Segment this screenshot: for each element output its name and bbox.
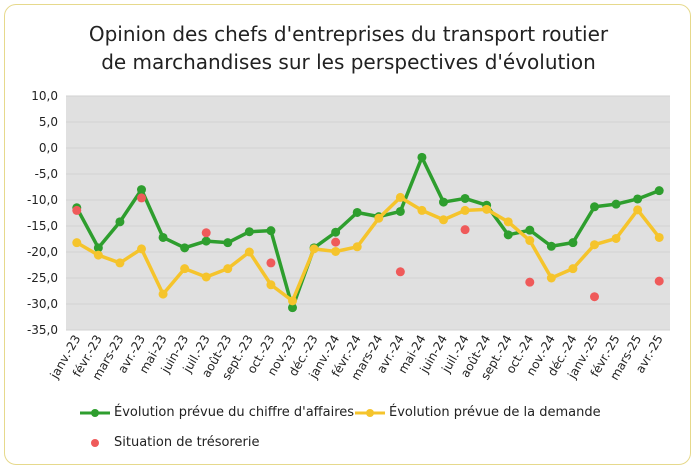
data-point-s2-0 <box>72 205 82 215</box>
data-point-s2-6 <box>201 228 211 238</box>
data-point-s0-21 <box>525 225 535 235</box>
title-line-1: Opinion des chefs d'entreprises du trans… <box>88 22 609 46</box>
y-tick-label: -20,0 <box>27 245 58 259</box>
data-point-s0-18 <box>460 193 470 203</box>
legend-label: Évolution prévue du chiffre d'affaires <box>114 405 355 420</box>
data-point-s1-24 <box>590 240 599 250</box>
data-point-s2-21 <box>525 277 535 287</box>
y-tick-label: -15,0 <box>27 219 58 233</box>
series-line-1 <box>75 195 661 303</box>
data-point-s1-22 <box>546 273 556 283</box>
data-point-s1-23 <box>568 264 578 274</box>
y-tick-label: -30,0 <box>27 297 58 311</box>
data-point-s1-19 <box>482 204 492 214</box>
data-point-s0-27 <box>654 186 664 196</box>
data-point-s1-4 <box>158 289 168 299</box>
y-tick-label: -5,0 <box>35 167 58 181</box>
data-point-s0-26 <box>633 194 643 204</box>
data-point-s1-11 <box>309 244 319 254</box>
legend-item-ca: Évolution prévue du chiffre d'affaires <box>80 405 354 420</box>
legend-item-demande: Évolution prévue de la demande <box>355 405 601 420</box>
data-point-s1-12 <box>331 246 341 256</box>
data-point-s0-23 <box>568 238 578 248</box>
y-tick-label: 5,0 <box>39 115 58 129</box>
data-point-s0-20 <box>503 230 513 240</box>
data-point-s0-6 <box>201 236 211 246</box>
data-point-s1-26 <box>633 205 643 215</box>
data-point-s0-2 <box>115 217 125 227</box>
chart-frame <box>4 4 691 465</box>
data-point-s0-7 <box>223 238 233 248</box>
data-point-s0-13 <box>352 207 362 217</box>
data-point-s1-14 <box>374 213 384 223</box>
data-point-s0-5 <box>180 243 190 253</box>
data-point-s0-25 <box>611 199 621 209</box>
data-point-s1-2 <box>115 258 125 268</box>
series-line-0 <box>75 155 660 310</box>
data-point-s0-8 <box>244 227 254 237</box>
data-point-s0-4 <box>158 232 168 242</box>
data-point-s0-15 <box>395 206 405 216</box>
data-point-s0-16 <box>417 152 427 162</box>
data-point-s1-21 <box>525 236 535 246</box>
chart-title: Opinion des chefs d'entreprises du trans… <box>0 20 697 76</box>
y-tick-label: 0,0 <box>39 141 58 155</box>
legend-green-marker-icon <box>80 408 110 417</box>
y-tick-label: -10,0 <box>27 193 58 207</box>
data-point-s0-3 <box>137 185 146 195</box>
data-point-s0-10 <box>288 303 297 313</box>
y-tick-label: 10,0 <box>31 89 58 103</box>
data-point-s2-9 <box>266 258 276 268</box>
legend-red-marker-icon <box>91 438 99 447</box>
data-point-s0-22 <box>546 241 556 251</box>
data-point-s1-10 <box>288 296 297 306</box>
data-point-s1-17 <box>439 215 448 225</box>
data-point-s1-25 <box>611 233 621 243</box>
data-point-s0-9 <box>266 226 276 236</box>
data-point-s1-16 <box>417 205 427 215</box>
data-point-s1-18 <box>460 205 470 215</box>
data-point-s1-5 <box>180 264 190 274</box>
data-point-s0-12 <box>331 227 341 237</box>
y-tick-label: -35,0 <box>27 323 58 337</box>
data-point-s0-1 <box>93 243 103 253</box>
data-point-s1-7 <box>223 264 233 274</box>
data-point-s1-27 <box>654 232 664 242</box>
data-point-s1-1 <box>93 250 103 260</box>
title-line-2: de marchandises sur les perspectives d'é… <box>101 50 596 74</box>
legend-label: Situation de trésorerie <box>114 435 260 450</box>
legend-label: Évolution prévue de la demande <box>389 405 601 420</box>
data-point-s1-9 <box>266 280 276 290</box>
data-point-s2-18 <box>460 225 470 235</box>
data-point-s2-3 <box>137 193 146 203</box>
legend-item-tresorerie: Situation de trésorerie <box>80 435 259 450</box>
data-point-s2-24 <box>590 292 599 302</box>
data-point-s0-17 <box>439 197 448 207</box>
data-point-s1-3 <box>137 244 146 254</box>
data-point-s2-12 <box>331 237 341 247</box>
y-tick-label: -25,0 <box>27 271 58 285</box>
data-point-s1-6 <box>201 272 211 282</box>
data-point-s1-8 <box>244 247 254 257</box>
data-point-s1-0 <box>72 238 82 248</box>
data-point-s2-15 <box>395 267 405 277</box>
data-point-s1-15 <box>395 192 405 202</box>
data-point-s0-24 <box>590 202 599 212</box>
data-point-s1-20 <box>503 217 513 227</box>
data-point-s2-27 <box>654 276 664 286</box>
legend-yellow-marker-icon <box>355 408 385 417</box>
data-point-s1-13 <box>352 242 362 252</box>
